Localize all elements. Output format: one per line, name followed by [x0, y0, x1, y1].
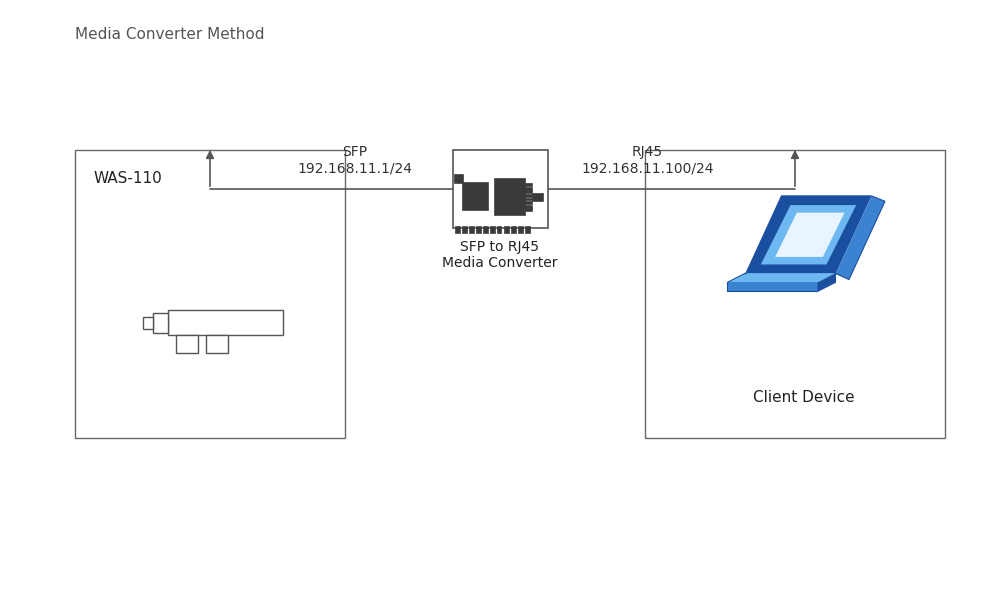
Bar	[491, 227, 495, 233]
Text: Media Converter: Media Converter	[442, 256, 558, 270]
Bar	[462, 227, 466, 233]
Bar	[505, 227, 509, 233]
Bar	[512, 227, 516, 233]
Bar	[526, 227, 530, 233]
Bar	[75, 150, 345, 438]
Bar	[176, 335, 198, 353]
Bar	[484, 227, 488, 233]
Bar	[462, 183, 488, 210]
Polygon shape	[818, 273, 836, 292]
Text: Media Converter Method: Media Converter Method	[75, 27, 264, 42]
Bar	[452, 150, 548, 228]
Polygon shape	[728, 273, 836, 282]
Bar	[470, 227, 474, 233]
Bar	[143, 317, 153, 329]
Bar	[645, 150, 945, 438]
Text: SFP to RJ45: SFP to RJ45	[460, 240, 540, 254]
Polygon shape	[728, 282, 818, 292]
Text: Client Device: Client Device	[753, 390, 855, 405]
Bar	[525, 209, 532, 211]
Polygon shape	[775, 212, 844, 257]
Bar	[525, 191, 532, 193]
Bar	[525, 206, 532, 208]
Bar	[525, 202, 532, 204]
Bar	[206, 335, 228, 353]
Text: SFP: SFP	[342, 145, 368, 159]
Text: 192.168.11.1/24: 192.168.11.1/24	[298, 162, 413, 176]
Bar	[495, 179, 525, 215]
Text: RJ45: RJ45	[632, 145, 663, 159]
Text: 192.168.11.100/24: 192.168.11.100/24	[581, 162, 714, 176]
Bar	[168, 310, 283, 335]
Bar	[153, 313, 168, 333]
Polygon shape	[746, 196, 872, 274]
Bar	[518, 227, 522, 233]
Bar	[525, 184, 532, 186]
Text: WAS-110: WAS-110	[93, 171, 162, 186]
Bar	[525, 195, 532, 197]
Bar	[477, 227, 481, 233]
Polygon shape	[761, 205, 856, 265]
Bar	[498, 227, 501, 233]
Bar	[525, 188, 532, 190]
Bar	[532, 194, 542, 201]
Bar	[525, 199, 532, 200]
Bar	[456, 227, 460, 233]
Bar	[454, 175, 462, 183]
Polygon shape	[836, 196, 885, 280]
